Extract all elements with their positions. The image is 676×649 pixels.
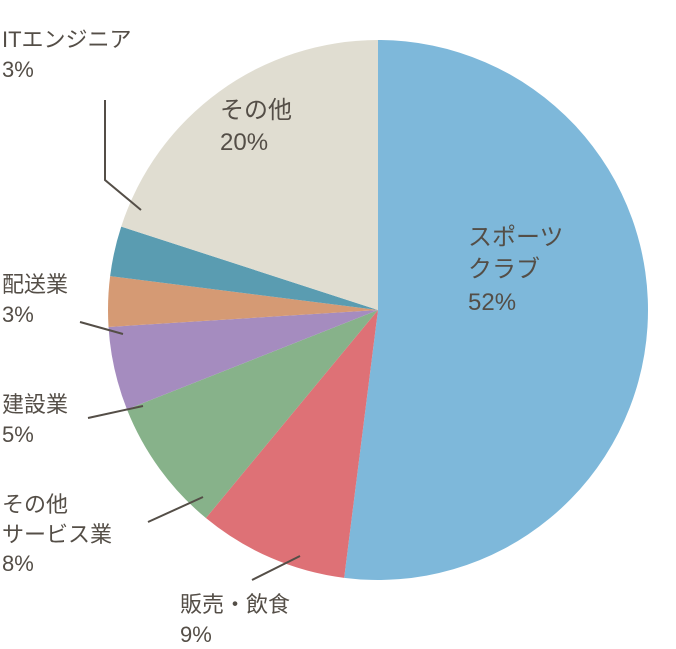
slice-name: ITエンジニア bbox=[2, 27, 132, 52]
slice-percent: 52% bbox=[468, 289, 516, 316]
slice-percent: 5% bbox=[2, 422, 34, 447]
slice-label: 販売・飲食 9% bbox=[180, 590, 290, 649]
leader-line bbox=[148, 497, 203, 522]
slice-percent: 3% bbox=[2, 302, 34, 327]
slice-name: その他 bbox=[220, 97, 292, 124]
slice-name: 販売・飲食 bbox=[180, 592, 290, 617]
pie-chart: スポーツ クラブ 52%販売・飲食 9%その他 サービス業 8%建設業 5%配送… bbox=[0, 0, 676, 641]
slice-name: 配送業 bbox=[2, 272, 68, 297]
slice-name: その他 サービス業 bbox=[2, 492, 112, 547]
slice-label: ITエンジニア 3% bbox=[2, 25, 132, 84]
slice-label: スポーツ クラブ 52% bbox=[468, 222, 564, 319]
slice-percent: 20% bbox=[220, 129, 268, 156]
slice-percent: 8% bbox=[2, 551, 34, 576]
slice-label: 配送業 3% bbox=[2, 270, 68, 329]
slice-percent: 9% bbox=[180, 622, 212, 647]
slice-label: その他 サービス業 8% bbox=[2, 490, 112, 579]
slice-label: その他 20% bbox=[220, 95, 292, 160]
slice-percent: 3% bbox=[2, 57, 34, 82]
slice-label: 建設業 5% bbox=[2, 390, 68, 449]
slice-name: 建設業 bbox=[2, 392, 68, 417]
slice-name: スポーツ クラブ bbox=[468, 224, 564, 283]
